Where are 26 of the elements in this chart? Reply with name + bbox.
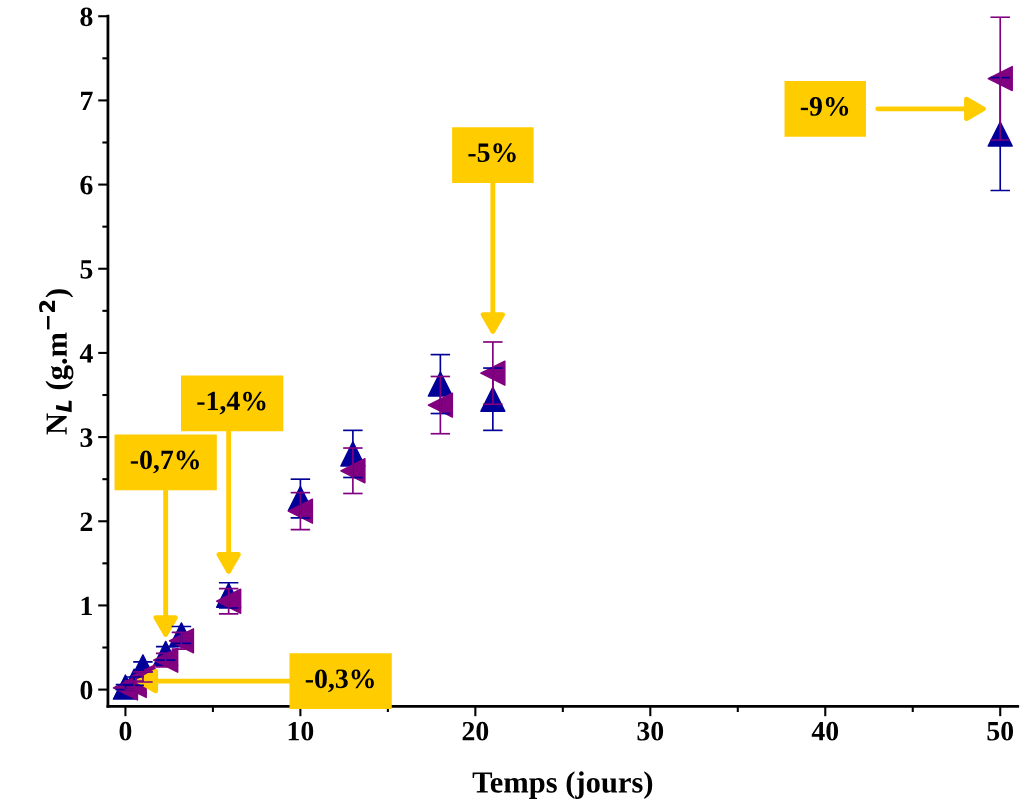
y-tick-label: 6 xyxy=(80,175,93,195)
y-tick-label: 5 xyxy=(80,260,93,279)
y-tick-label: 7 xyxy=(81,91,93,111)
annotation: -0,3% xyxy=(305,669,374,693)
y-tick-label: 8 xyxy=(80,7,93,27)
point xyxy=(480,360,506,386)
x-tick-label: 20 xyxy=(462,721,489,741)
y-tick-label: 0 xyxy=(80,680,93,700)
x-tick-label: 10 xyxy=(288,721,314,741)
annotation: -0,7% xyxy=(130,450,199,474)
annotation: -5% xyxy=(468,143,516,163)
x-axis-title: Temps (jours) xyxy=(472,771,653,799)
y-axis-title: N$_{L}$ (g.m$^{−2}$) xyxy=(39,289,74,435)
x-tick-label: 0 xyxy=(119,721,132,741)
point xyxy=(287,498,314,524)
x-tick-label: 50 xyxy=(987,721,1014,741)
y-tick-label: 3 xyxy=(80,428,93,447)
annotation: -1,4% xyxy=(197,391,266,415)
point xyxy=(340,458,366,484)
x-tick-label: 40 xyxy=(811,721,839,741)
y-tick-label: 2 xyxy=(80,512,93,531)
annotation: -9% xyxy=(800,97,849,116)
x-tick-label: 30 xyxy=(637,721,664,741)
y-tick-label: 4 xyxy=(79,344,93,363)
point xyxy=(427,392,454,418)
y-tick-label: 1 xyxy=(81,596,92,616)
